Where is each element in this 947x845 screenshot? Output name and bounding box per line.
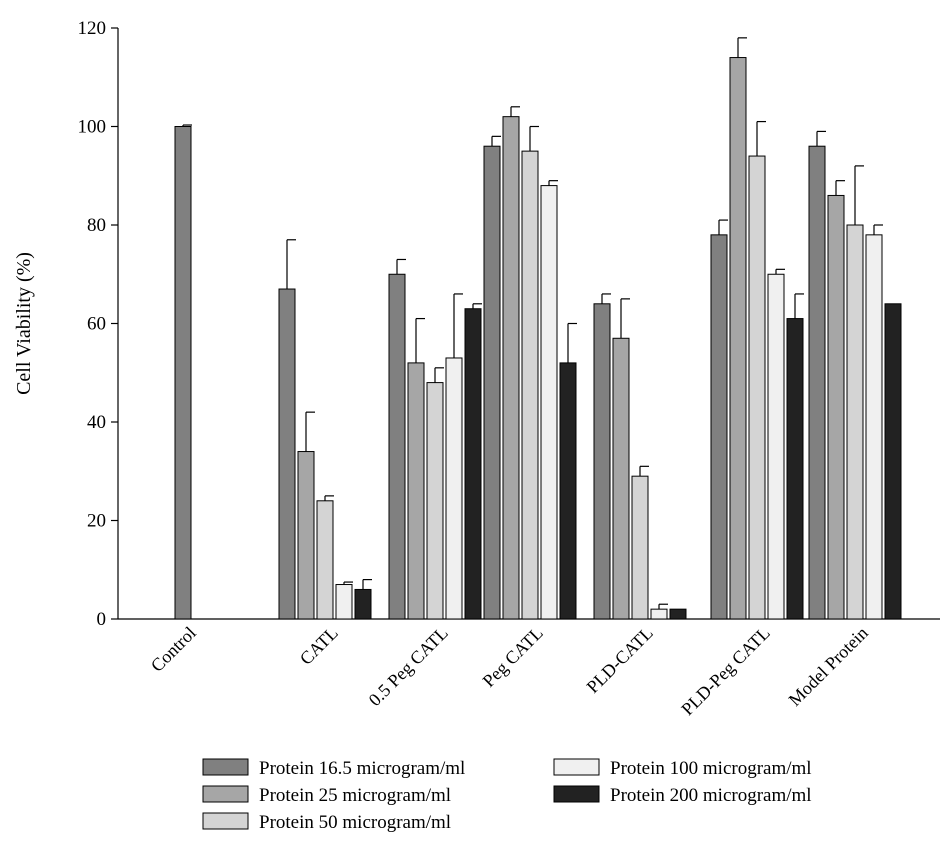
bar <box>865 234 883 620</box>
y-tick-label: 0 <box>97 609 107 630</box>
bar <box>388 273 406 620</box>
bar <box>884 303 902 620</box>
legend-label: Protein 100 microgram/ml <box>610 758 812 779</box>
bar <box>786 318 804 620</box>
bar <box>354 588 372 620</box>
bar <box>729 57 747 620</box>
bar <box>748 155 766 620</box>
legend-swatch <box>202 758 249 776</box>
bar <box>559 362 577 620</box>
legend-label: Protein 50 microgram/ml <box>259 812 451 833</box>
bar <box>650 608 668 620</box>
bar <box>483 145 501 620</box>
bar <box>540 185 558 620</box>
bar <box>297 451 315 620</box>
x-tick-label: 0.5 Peg CATL <box>365 623 452 710</box>
bar <box>612 337 630 620</box>
bar <box>502 116 520 620</box>
bar <box>335 584 353 620</box>
bar <box>631 475 649 620</box>
bar <box>426 382 444 620</box>
legend-swatch <box>553 758 600 776</box>
bar <box>316 500 334 620</box>
x-tick-label: Control <box>147 623 200 676</box>
x-tick-label: PLD-CATL <box>583 623 657 697</box>
y-axis-title: Cell Viability (%) <box>13 252 35 395</box>
x-tick-label: Peg CATL <box>479 623 547 691</box>
legend-swatch <box>553 785 600 803</box>
legend-swatch <box>202 785 249 803</box>
legend-label: Protein 200 microgram/ml <box>610 785 812 806</box>
bar <box>521 150 539 620</box>
y-tick-label: 60 <box>87 314 106 335</box>
bar <box>464 308 482 620</box>
bar <box>669 608 687 620</box>
x-tick-label: CATL <box>296 623 342 669</box>
y-tick-label: 100 <box>78 117 107 138</box>
y-tick-label: 40 <box>87 412 106 433</box>
bar <box>278 288 296 620</box>
x-tick-label: Model Protein <box>785 623 872 710</box>
bar <box>827 194 845 620</box>
legend-label: Protein 25 microgram/ml <box>259 785 451 806</box>
bar <box>846 224 864 620</box>
bar <box>767 273 785 620</box>
legend-swatch <box>202 812 249 830</box>
y-tick-label: 20 <box>87 511 106 532</box>
x-tick-label: PLD-Peg CATL <box>677 623 774 720</box>
legend-label: Protein 16.5 microgram/ml <box>259 758 465 779</box>
bar <box>710 234 728 620</box>
y-tick-label: 80 <box>87 215 106 236</box>
bar <box>808 145 826 620</box>
bar <box>445 357 463 620</box>
bar <box>174 126 192 620</box>
bar <box>593 303 611 620</box>
bar <box>407 362 425 620</box>
y-tick-label: 120 <box>78 18 107 39</box>
